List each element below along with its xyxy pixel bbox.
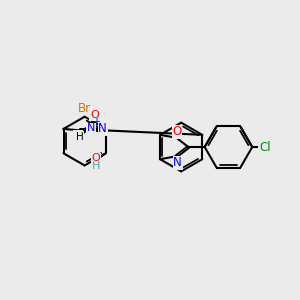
- Text: O: O: [172, 125, 182, 138]
- Text: -: -: [80, 134, 84, 147]
- Text: O: O: [90, 110, 99, 120]
- Text: O: O: [92, 153, 100, 163]
- Text: +: +: [92, 117, 100, 127]
- Text: Cl: Cl: [259, 140, 271, 154]
- Text: H: H: [76, 132, 84, 142]
- Text: H: H: [92, 161, 100, 171]
- Text: N: N: [98, 122, 107, 135]
- Text: O: O: [74, 131, 83, 141]
- Text: N: N: [173, 156, 182, 169]
- Text: N: N: [87, 123, 95, 133]
- Text: Br: Br: [78, 102, 91, 115]
